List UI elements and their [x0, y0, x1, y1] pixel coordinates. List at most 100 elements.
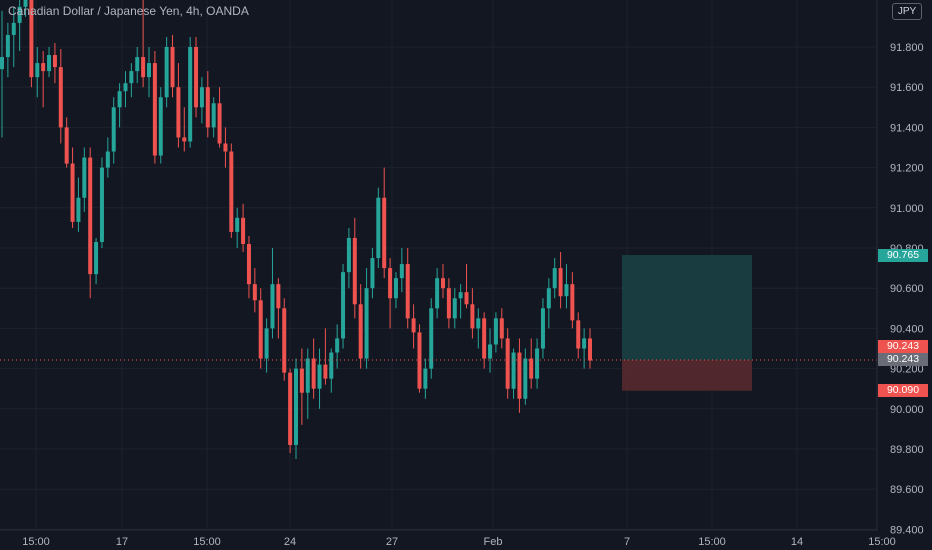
candle [341, 264, 346, 349]
candle [99, 157, 104, 248]
candle-body [194, 47, 199, 108]
candle-body [458, 292, 463, 299]
position-zones[interactable] [622, 255, 752, 391]
price-tick-label: 90.400 [890, 323, 924, 335]
candle-body [429, 308, 434, 369]
candle [282, 298, 287, 381]
candle-body [270, 284, 275, 329]
candle [152, 51, 157, 164]
candle [176, 63, 181, 148]
entry-price-tag: 90.243 [878, 340, 928, 354]
candle [164, 36, 169, 108]
candle [388, 258, 393, 329]
candle-body [58, 67, 63, 128]
candle-body [82, 157, 87, 198]
candle [399, 248, 404, 293]
candle-body [70, 163, 75, 222]
candle [205, 71, 210, 138]
candle [535, 338, 540, 389]
candle-body [176, 87, 181, 138]
candle [270, 248, 275, 339]
candle-body [446, 288, 451, 319]
candle-body [288, 372, 293, 445]
candle-body [417, 332, 422, 389]
candle [41, 51, 46, 108]
candle-body [299, 368, 304, 393]
candle-body [358, 304, 363, 359]
candle-body [423, 368, 428, 389]
candle-body [246, 243, 251, 285]
loss-zone [622, 359, 752, 391]
candle-body [511, 352, 516, 389]
candle-body [529, 358, 534, 379]
candle-body [135, 57, 140, 72]
candle [435, 268, 440, 319]
candle [141, 0, 146, 88]
candle [411, 304, 416, 349]
candle [482, 312, 487, 369]
candle [358, 284, 363, 369]
candle [194, 36, 199, 118]
price-tick-label: 89.400 [890, 524, 924, 536]
candle-body [0, 57, 4, 70]
candle [182, 107, 187, 152]
candle-body [388, 268, 393, 299]
candle-body [411, 318, 416, 333]
candle [364, 268, 369, 369]
candle [505, 328, 510, 399]
candle-body [311, 358, 316, 389]
candle-body [105, 151, 110, 168]
candle [458, 284, 463, 319]
candle-body [376, 197, 381, 259]
candle-body [235, 217, 240, 232]
candle-body [576, 320, 581, 349]
candle-body [117, 91, 122, 108]
candle [235, 207, 240, 248]
candle-body [76, 197, 81, 222]
time-tick-label: 27 [386, 536, 398, 548]
candle [370, 248, 375, 299]
candle-body [282, 308, 287, 373]
candle [523, 348, 528, 405]
candle-body [23, 0, 28, 7]
candle [76, 177, 81, 232]
candle-body [570, 284, 575, 321]
currency-button[interactable]: JPY [892, 3, 922, 20]
candle-body [123, 83, 128, 92]
candle [241, 203, 246, 253]
candle [47, 47, 52, 78]
candle-body [147, 63, 151, 78]
candle-body [229, 151, 234, 232]
candle [147, 47, 151, 98]
candle-body [382, 197, 387, 269]
price-axis[interactable]: 91.80091.60091.40091.20091.00090.80090.6… [876, 0, 932, 550]
candle [52, 42, 57, 84]
time-axis[interactable]: 15:00 17 15:00 24 27 Feb 7 15:00 14 15:00 [0, 529, 896, 548]
time-tick-label: 15:00 [868, 536, 896, 548]
candle [476, 308, 481, 349]
candle-body [335, 338, 340, 353]
candle [452, 288, 457, 329]
candle-body [482, 318, 487, 359]
candle [170, 34, 175, 98]
price-tick-label: 89.800 [890, 444, 924, 456]
candle [217, 87, 222, 148]
price-tick-label: 91.400 [890, 122, 924, 134]
candle [429, 298, 434, 379]
candle-body [546, 288, 551, 309]
candle [11, 6, 16, 68]
candle [423, 358, 428, 399]
candle-body [540, 308, 545, 349]
candle [299, 348, 304, 425]
candle [499, 308, 504, 349]
candle [464, 264, 469, 309]
price-tick-label: 90.000 [890, 404, 924, 416]
candle [511, 348, 516, 399]
candle-body [217, 103, 222, 144]
candle-body [129, 71, 134, 84]
candle [376, 187, 381, 269]
candle-body [588, 338, 592, 361]
candle [588, 328, 592, 369]
